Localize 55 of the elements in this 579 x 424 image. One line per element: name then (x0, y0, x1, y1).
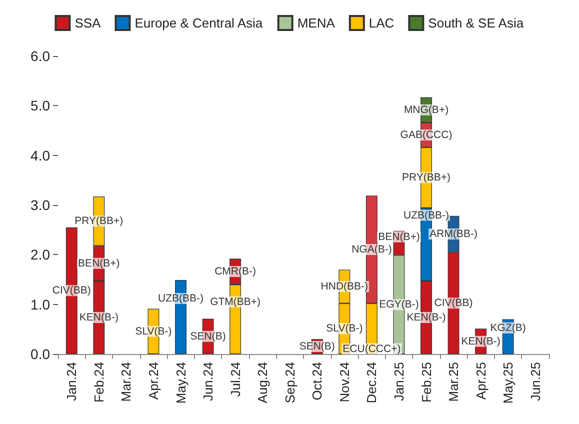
legend-label: LAC (368, 16, 394, 30)
x-tick-label: Jul.24 (228, 362, 243, 397)
x-tick-label: Mar.25 (446, 362, 462, 402)
y-tick-label: 5.0 (30, 98, 50, 114)
data-label: KEN(B-) (461, 335, 500, 348)
x-tick-label: Jun.25 (528, 362, 543, 402)
x-tick-label: Dec.24 (364, 362, 380, 404)
data-label: MNG(B+) (404, 104, 449, 116)
data-label: KEN(B-) (406, 311, 446, 324)
x-tick-label: May.24 (173, 362, 188, 404)
y-tick-label: 3.0 (30, 197, 50, 213)
y-tick-label: 4.0 (30, 147, 50, 164)
x-tick-label: Feb.25 (418, 362, 434, 402)
data-label: SEN(B) (190, 330, 226, 342)
x-tick-label: Aug.24 (255, 362, 270, 404)
x-tick-label: Jan.24 (64, 362, 80, 402)
data-label: PRY(BB+) (402, 172, 451, 184)
data-label: KGZ(B) (490, 322, 526, 334)
x-tick-label: Jun.24 (200, 362, 216, 402)
data-label: EGY(B-) (379, 298, 419, 311)
x-tick-label: Nov.24 (336, 362, 352, 402)
x-tick-label: May.25 (500, 362, 516, 404)
legend-label: SSA (74, 16, 102, 30)
data-label: CIV(BB) (52, 284, 91, 297)
data-label: ARM(BB-) (430, 228, 478, 240)
data-label: HND(BB-) (320, 280, 368, 292)
data-label: CIV(BB) (434, 297, 473, 310)
data-label: ECU(CCC+) (342, 342, 401, 355)
x-tick-label: Sep.24 (282, 362, 298, 404)
y-tick-label: 1.0 (30, 296, 50, 312)
legend-label: South & SE Asia (428, 16, 524, 30)
data-label: KEN(B-) (79, 311, 118, 324)
y-tick-label: 2.0 (30, 246, 50, 263)
data-label: CMR(B-) (214, 266, 256, 278)
x-tick-label: Feb.24 (91, 362, 106, 402)
data-label: PRY(BB+) (74, 215, 124, 228)
legend-label: MENA (297, 16, 336, 30)
x-tick-label: Apr.24 (146, 362, 161, 400)
x-tick-label: Oct.24 (310, 362, 325, 400)
data-label: NGA(B-) (352, 243, 392, 256)
data-label: BEN(B+) (378, 230, 420, 243)
data-label: SLV(B-) (135, 325, 172, 338)
data-label: SEN(B) (299, 340, 335, 353)
data-label: GAB(CCC) (400, 128, 452, 141)
data-label: UZB(BB-) (158, 292, 204, 304)
data-label: SLV(B-) (326, 322, 363, 335)
x-tick-label: Apr.25 (473, 362, 488, 400)
data-label: BEN(B+) (78, 257, 120, 270)
x-tick-label: Mar.24 (118, 362, 134, 402)
data-label: UZB(BB-) (404, 209, 449, 222)
legend-label: Europe & Central Asia (134, 16, 264, 30)
data-label: GTM(BB+) (210, 296, 261, 308)
y-tick-label: 0.0 (30, 346, 50, 362)
y-tick-label: 6.0 (30, 48, 50, 64)
x-tick-label: Jan.25 (391, 362, 406, 402)
